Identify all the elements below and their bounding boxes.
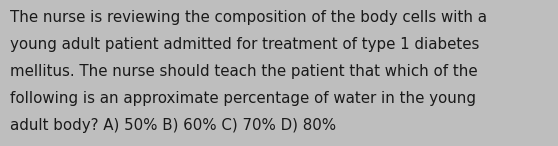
Text: adult body? A) 50% B) 60% C) 70% D) 80%: adult body? A) 50% B) 60% C) 70% D) 80% <box>10 118 336 133</box>
Text: mellitus. The nurse should teach the patient that which of the: mellitus. The nurse should teach the pat… <box>10 64 478 79</box>
Text: following is an approximate percentage of water in the young: following is an approximate percentage o… <box>10 91 476 106</box>
Text: young adult patient admitted for treatment of type 1 diabetes: young adult patient admitted for treatme… <box>10 37 479 52</box>
Text: The nurse is reviewing the composition of the body cells with a: The nurse is reviewing the composition o… <box>10 10 487 25</box>
